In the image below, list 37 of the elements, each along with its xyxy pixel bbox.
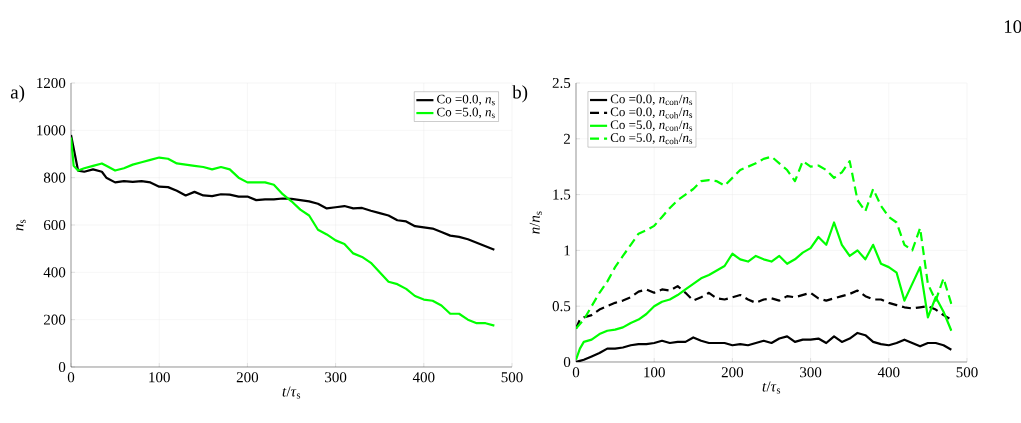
text: b) — [512, 85, 528, 103]
x-tick-label: 200 — [236, 372, 259, 383]
y-tick-label: 200 — [43, 314, 66, 325]
y-tick-label: 0.5 — [552, 301, 571, 312]
x-tick-label: 200 — [721, 367, 744, 378]
legend-label: Co =0.0, n$_{coh}$/n$_{s}$ — [610, 107, 693, 119]
y-tick-label: 400 — [43, 267, 66, 278]
y-axis-title: n$_{s}$ — [16, 219, 26, 231]
y-tick-label: 0 — [563, 356, 571, 368]
y-tick-label: 2.5 — [552, 77, 571, 89]
x-tick-label: 500 — [956, 367, 978, 378]
text: 10 — [1004, 20, 1021, 34]
x-axis-title: t/τ$_{s}$ — [762, 381, 781, 394]
y-tick-label: 2 — [563, 133, 570, 144]
y-tick-label: 800 — [43, 172, 66, 183]
legend-label: Co =5.0, n$_{coh}$/n$_{s}$ — [610, 133, 693, 145]
x-tick-label: 300 — [325, 372, 347, 383]
x-tick-label: 0 — [67, 372, 75, 383]
legend-label: Co =0.0, n$_{s}$ — [437, 94, 495, 106]
legend-label: Co =5.0, n$_{s}$ — [437, 107, 495, 119]
y-tick-label: 1200 — [37, 77, 66, 89]
x-tick-label: 100 — [149, 372, 170, 383]
x-tick-label: 400 — [877, 367, 900, 378]
legend-label: Co =5.0, n$_{con}$/n$_{s}$ — [610, 120, 693, 132]
x-tick-label: 100 — [644, 367, 665, 378]
y-tick-label: 1 — [564, 245, 570, 256]
legend-label: Co =0.0, n$_{con}$/n$_{s}$ — [610, 94, 693, 106]
y-tick-label: 600 — [43, 219, 66, 231]
x-tick-label: 0 — [572, 367, 580, 378]
x-tick-label: 300 — [800, 367, 822, 378]
x-tick-label: 500 — [501, 372, 523, 383]
x-axis-title: t/τ$_{s}$ — [282, 386, 301, 399]
y-tick-label: 1.5 — [553, 189, 571, 200]
y-tick-label: 1000 — [37, 125, 66, 136]
x-tick-label: 400 — [412, 372, 435, 383]
y-axis-title: n/n$_{s}$ — [529, 211, 542, 234]
text: a) — [10, 85, 25, 103]
